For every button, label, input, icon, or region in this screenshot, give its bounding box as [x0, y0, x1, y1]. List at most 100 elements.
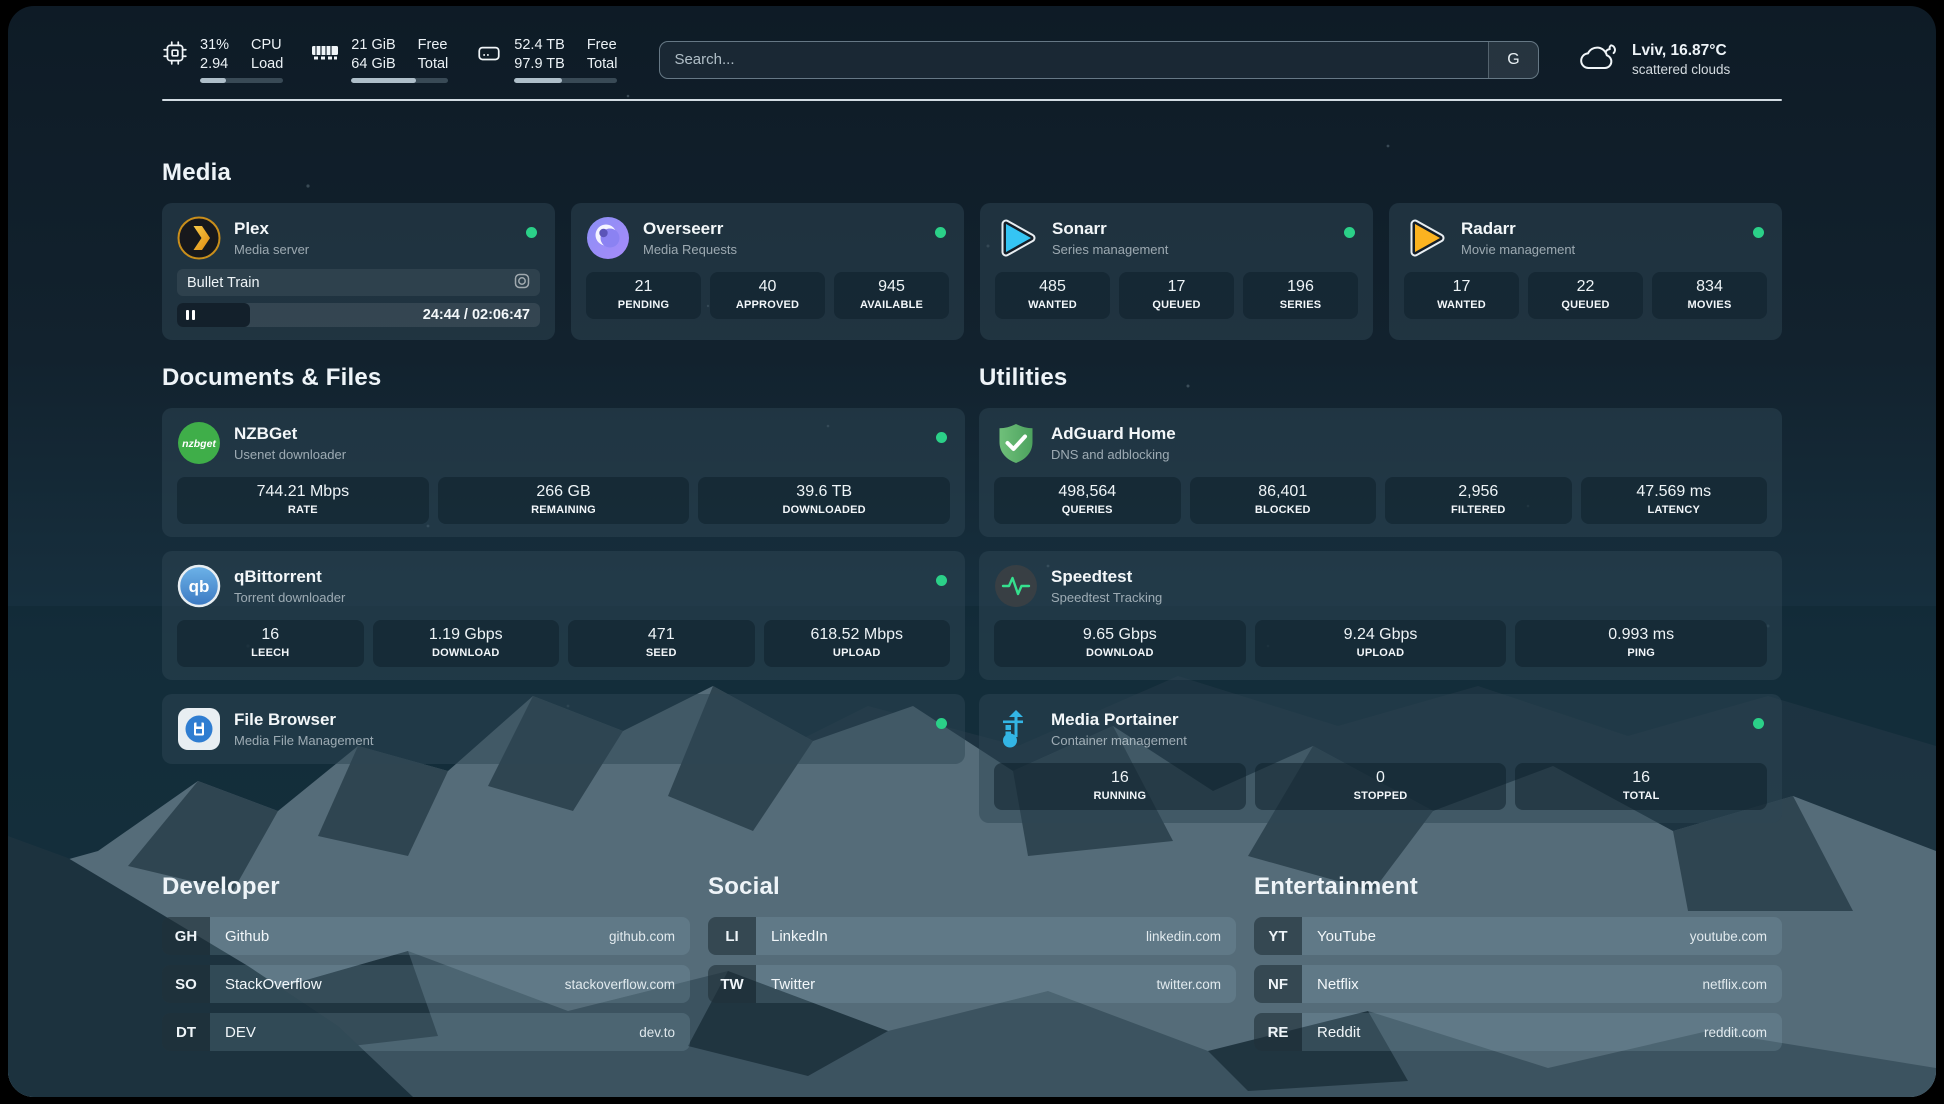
stat-seed: 471 SEED	[568, 620, 755, 667]
bookmark-url: github.com	[608, 928, 675, 944]
app-card-radarr[interactable]: Radarr Movie management 17 WANTED 22 QUE…	[1389, 203, 1782, 340]
stat-downloaded: 39.6 TB DOWNLOADED	[698, 477, 951, 524]
app-subtitle: Container management	[1051, 733, 1187, 748]
bookmark-dev[interactable]: DT DEV dev.to	[162, 1013, 690, 1051]
stat-upload: 9.24 Gbps UPLOAD	[1254, 620, 1507, 667]
stat-wanted: 485 WANTED	[995, 272, 1110, 319]
status-online-dot	[1344, 227, 1355, 238]
app-card-qbittorrent[interactable]: qb qBittorrent Torrent downloader 16 LEE…	[162, 551, 965, 680]
memory-total-value: 64 GiB	[351, 56, 396, 72]
stat-stopped: 0 STOPPED	[1254, 763, 1507, 810]
filebrowser-logo-icon	[177, 707, 221, 751]
section-documents-files: Documents & Files nzbget NZBGet	[162, 364, 965, 764]
app-card-adguard[interactable]: AdGuard Home DNS and adblocking 498,564 …	[979, 408, 1782, 537]
app-subtitle: Usenet downloader	[234, 447, 347, 462]
bookmark-abbr: RE	[1254, 1013, 1302, 1051]
app-card-overseerr[interactable]: Overseerr Media Requests 21 PENDING 40 A…	[571, 203, 964, 340]
search-engine-button[interactable]: G	[1488, 41, 1538, 78]
bookmark-abbr: YT	[1254, 917, 1302, 955]
cpu-label: CPU	[251, 37, 282, 53]
bookmark-abbr: NF	[1254, 965, 1302, 1003]
app-card-nzbget[interactable]: nzbget NZBGet Usenet downloader 744.21 M…	[162, 408, 965, 537]
disk-icon	[476, 40, 502, 71]
bookmark-github[interactable]: GH Github github.com	[162, 917, 690, 955]
weather-widget: Lviv, 16.87°C scattered clouds	[1577, 40, 1782, 79]
search-input[interactable]	[660, 41, 1488, 78]
stat-queued: 22 QUEUED	[1528, 272, 1643, 319]
bookmark-name: Twitter	[771, 975, 816, 993]
cpu-icon	[162, 40, 188, 71]
cloud-icon	[1577, 40, 1619, 79]
bookmark-url: linkedin.com	[1145, 928, 1221, 944]
stat-approved: 40 APPROVED	[710, 272, 825, 319]
stat-wanted: 17 WANTED	[1404, 272, 1519, 319]
app-subtitle: Media server	[234, 242, 310, 257]
bookmark-twitter[interactable]: TW Twitter twitter.com	[708, 965, 1236, 1003]
app-subtitle: Series management	[1052, 242, 1169, 257]
session-icon	[514, 273, 530, 293]
status-online-dot	[936, 718, 947, 729]
stat-remaining: 266 GB REMAINING	[437, 477, 690, 524]
bookmark-abbr: GH	[162, 917, 210, 955]
search-bar: G	[659, 40, 1539, 79]
playback-time: 24:44 / 02:06:47	[422, 307, 530, 323]
bookmark-netflix[interactable]: NF Netflix netflix.com	[1254, 965, 1782, 1003]
bookmark-name: Reddit	[1317, 1023, 1361, 1041]
cpu-percent: 31%	[200, 37, 230, 53]
stat-blocked: 86,401 BLOCKED	[1189, 477, 1376, 524]
bookmark-reddit[interactable]: RE Reddit reddit.com	[1254, 1013, 1782, 1051]
stat-rate: 744.21 Mbps RATE	[177, 477, 429, 524]
sonarr-logo-icon	[995, 216, 1039, 260]
qbittorrent-logo-icon: qb	[177, 564, 221, 608]
stat-queries: 498,564 QUERIES	[994, 477, 1181, 524]
cpu-load-label: Load	[251, 56, 284, 72]
status-online-dot	[1753, 718, 1764, 729]
playback-progress-bar[interactable]: 24:44 / 02:06:47	[177, 303, 540, 327]
top-bar: 31% 2.94 CPU Load	[162, 36, 1782, 83]
cpu-load-value: 2.94	[200, 56, 229, 72]
section-social: Social LI LinkedIn linkedin.com TW Twitt…	[708, 873, 1236, 1061]
pause-icon[interactable]	[186, 310, 195, 320]
bookmark-name: YouTube	[1317, 927, 1376, 945]
stat-movies: 834 MOVIES	[1652, 272, 1767, 319]
bookmark-stackoverflow[interactable]: SO StackOverflow stackoverflow.com	[162, 965, 690, 1003]
app-name: Sonarr	[1052, 219, 1107, 238]
app-subtitle: Media Requests	[643, 242, 737, 257]
memory-total-label: Total	[417, 56, 449, 72]
section-title-media: Media	[162, 159, 232, 186]
app-name: Plex	[234, 219, 269, 238]
section-title-developer: Developer	[162, 873, 280, 900]
stat-ping: 0.993 ms PING	[1515, 620, 1768, 667]
app-card-plex[interactable]: Plex Media server Bullet Train	[162, 203, 555, 340]
app-card-filebrowser[interactable]: File Browser Media File Management	[162, 694, 965, 764]
app-name: Overseerr	[643, 219, 724, 238]
app-subtitle: Torrent downloader	[234, 590, 346, 605]
stat-upload: 618.52 Mbps UPLOAD	[763, 620, 950, 667]
disk-usage-widget: 52.4 TB 97.9 TB Free Total	[476, 36, 618, 83]
app-name: Radarr	[1461, 219, 1516, 238]
section-utilities: Utilities AdGuard	[979, 364, 1782, 823]
bookmark-url: twitter.com	[1156, 976, 1221, 992]
stat-download: 9.65 Gbps DOWNLOAD	[994, 620, 1246, 667]
app-name: qBittorrent	[234, 567, 322, 586]
status-online-dot	[936, 575, 947, 586]
section-title-entertainment: Entertainment	[1254, 873, 1418, 900]
app-card-speedtest[interactable]: Speedtest Speedtest Tracking 9.65 Gbps D…	[979, 551, 1782, 680]
bookmark-url: reddit.com	[1703, 1024, 1767, 1040]
section-media: Media	[162, 159, 1782, 340]
status-online-dot	[935, 227, 946, 238]
now-playing-title: Bullet Train	[187, 274, 260, 291]
stat-running: 16 RUNNING	[994, 763, 1246, 810]
bookmark-youtube[interactable]: YT YouTube youtube.com	[1254, 917, 1782, 955]
section-entertainment: Entertainment YT YouTube youtube.com NF …	[1254, 873, 1782, 1061]
app-card-sonarr[interactable]: Sonarr Series management 485 WANTED 17 Q…	[980, 203, 1373, 340]
header-divider	[162, 99, 1782, 101]
bookmark-abbr: LI	[708, 917, 756, 955]
app-card-portainer[interactable]: Media Portainer Container management 16 …	[979, 694, 1782, 823]
weather-condition: scattered clouds	[1632, 62, 1731, 77]
bookmark-linkedin[interactable]: LI LinkedIn linkedin.com	[708, 917, 1236, 955]
bookmark-url: stackoverflow.com	[564, 976, 675, 992]
section-title-documents: Documents & Files	[162, 364, 382, 391]
stat-queued: 17 QUEUED	[1119, 272, 1234, 319]
bookmark-url: youtube.com	[1689, 928, 1767, 944]
